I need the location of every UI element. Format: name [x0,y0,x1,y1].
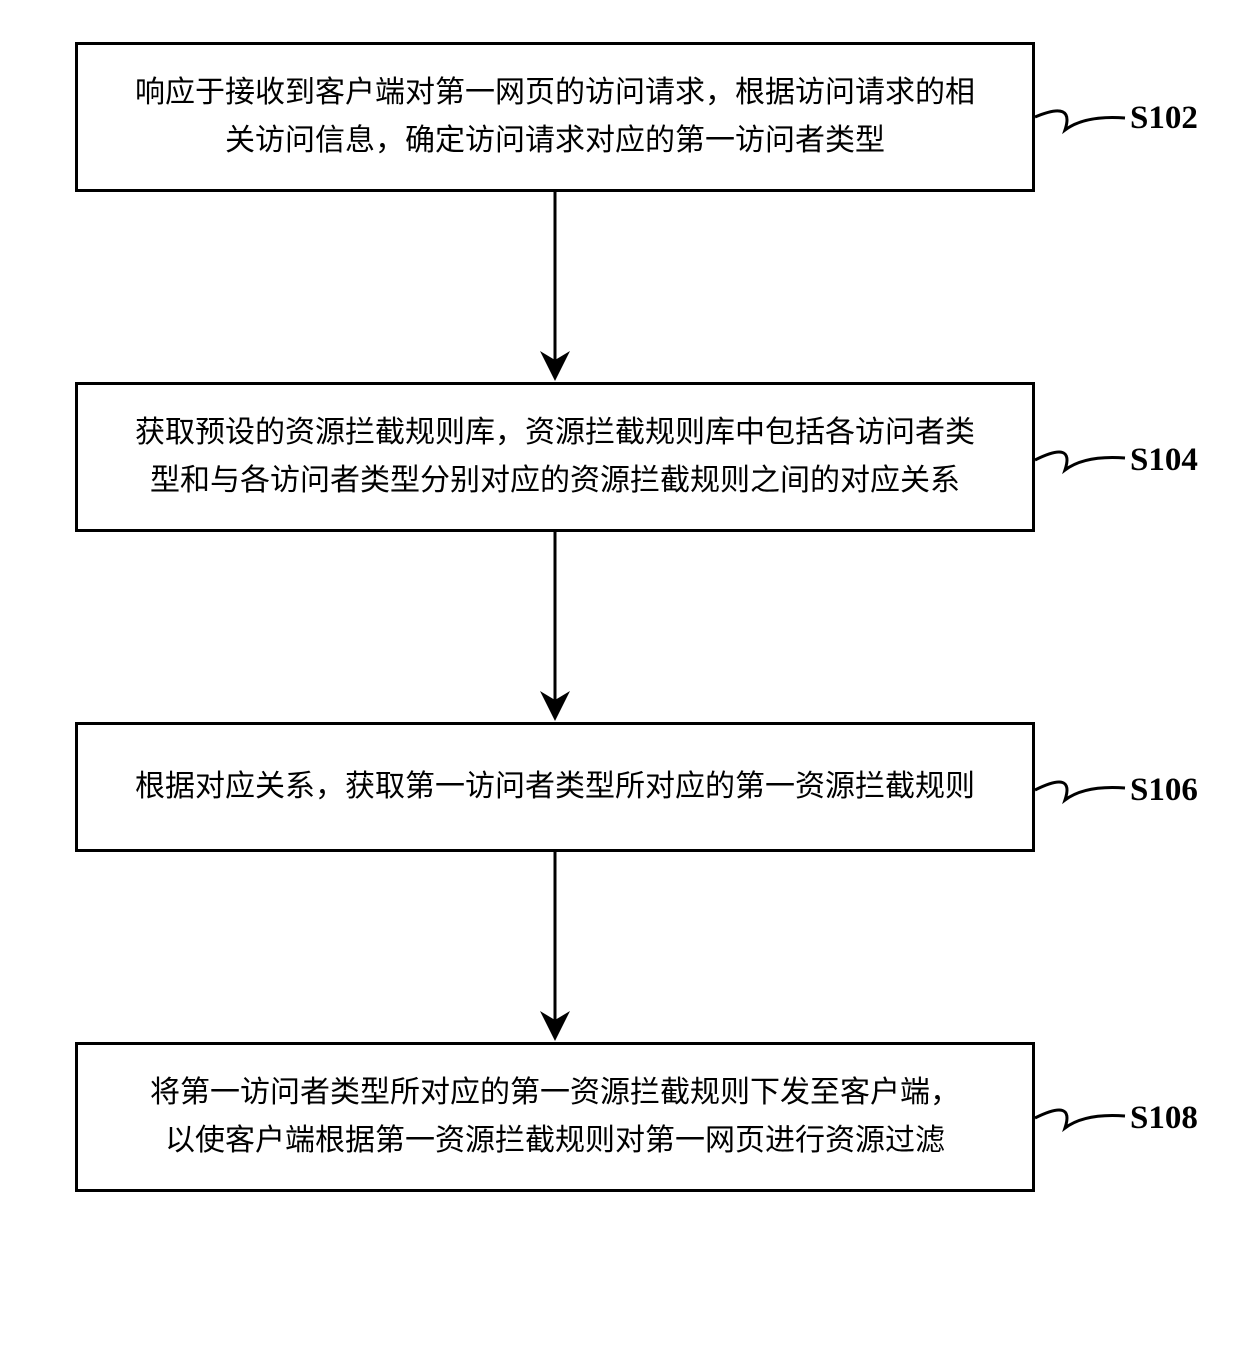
label-connector [1035,452,1125,470]
label-connector [1035,782,1125,800]
step-label-s108: S108 [1130,1100,1198,1137]
label-connector [1035,1110,1125,1128]
step-label-s106: S106 [1130,772,1198,809]
flow-node-text: 获取预设的资源拦截规则库，资源拦截规则库中包括各访问者类 型和与各访问者类型分别… [135,409,975,505]
label-connector [1035,111,1125,130]
flow-node-s104: 获取预设的资源拦截规则库，资源拦截规则库中包括各访问者类 型和与各访问者类型分别… [75,382,1035,532]
step-label-s104: S104 [1130,442,1198,479]
flow-node-text: 将第一访问者类型所对应的第一资源拦截规则下发至客户端， 以使客户端根据第一资源拦… [150,1069,960,1165]
flow-node-text: 响应于接收到客户端对第一网页的访问请求，根据访问请求的相 关访问信息，确定访问请… [135,69,975,165]
flowchart-canvas: 响应于接收到客户端对第一网页的访问请求，根据访问请求的相 关访问信息，确定访问请… [0,0,1240,1359]
flow-node-s108: 将第一访问者类型所对应的第一资源拦截规则下发至客户端， 以使客户端根据第一资源拦… [75,1042,1035,1192]
step-label-s102: S102 [1130,100,1198,137]
flow-node-s102: 响应于接收到客户端对第一网页的访问请求，根据访问请求的相 关访问信息，确定访问请… [75,42,1035,192]
flow-node-text: 根据对应关系，获取第一访问者类型所对应的第一资源拦截规则 [135,763,975,811]
flow-node-s106: 根据对应关系，获取第一访问者类型所对应的第一资源拦截规则 [75,722,1035,852]
